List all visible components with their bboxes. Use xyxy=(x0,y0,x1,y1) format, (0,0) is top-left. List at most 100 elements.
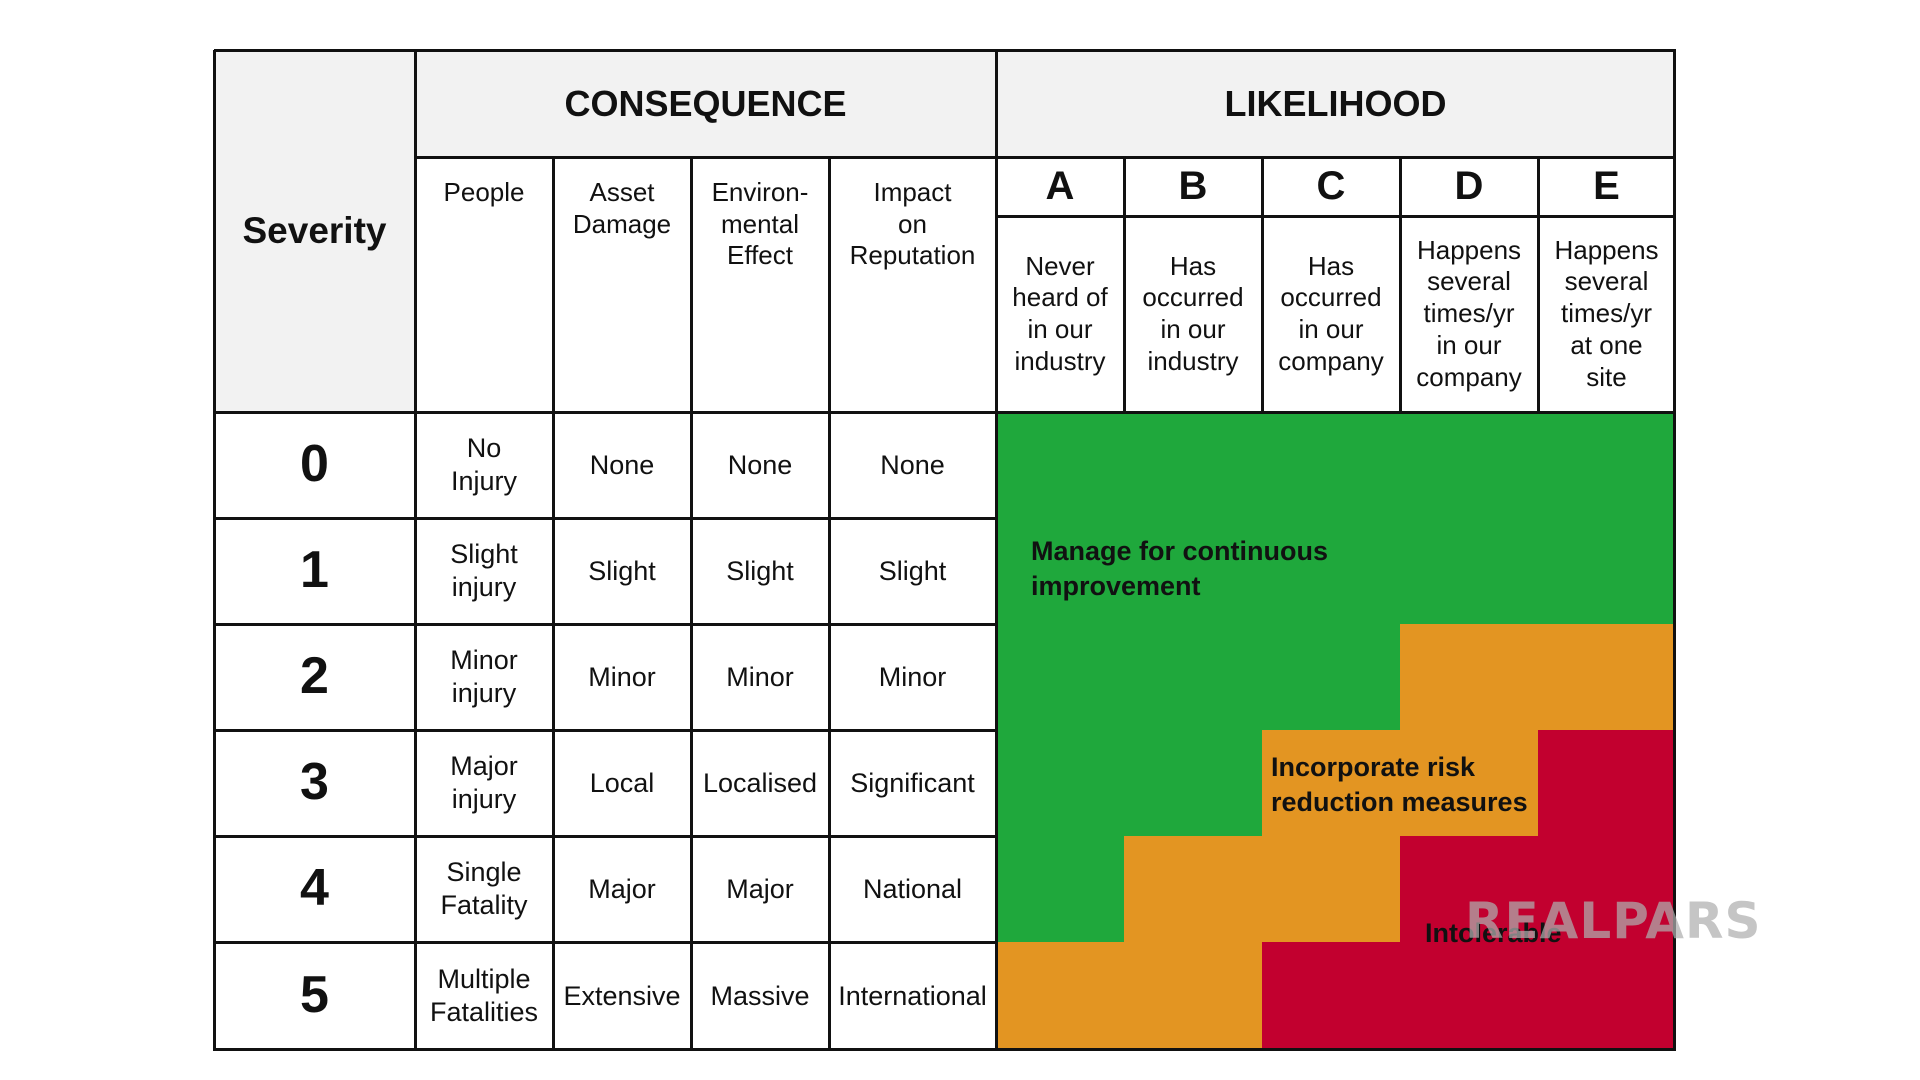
likelihood-letter: B xyxy=(1178,164,1208,209)
grid-line xyxy=(214,835,997,838)
likelihood-description: Has occurred in our company xyxy=(1278,250,1384,376)
grid-line xyxy=(1123,157,1126,413)
consequence-cell-asset: None xyxy=(589,449,655,480)
risk-zone-red xyxy=(1262,942,1401,1051)
consequence-cell-environment: Massive xyxy=(710,980,810,1011)
grid-line xyxy=(1673,50,1676,1051)
risk-zone-red xyxy=(1538,730,1676,837)
risk-zone-orange xyxy=(1262,730,1401,837)
consequence-cell-people: Minor injury xyxy=(450,645,518,708)
consequence-cell-asset: Local xyxy=(589,767,655,798)
likelihood-header: LIKELIHOOD xyxy=(996,50,1675,157)
severity-level: 5 xyxy=(300,966,329,1025)
consequence-cell-reputation: International xyxy=(838,980,987,1011)
risk-zone-green xyxy=(996,836,1125,943)
risk-zone-green xyxy=(1124,518,1263,625)
grid-line xyxy=(214,411,1676,414)
grid-line xyxy=(414,50,417,1051)
grid-line xyxy=(213,50,216,1051)
consequence-cell-reputation: Significant xyxy=(850,767,975,798)
grid-line xyxy=(690,157,693,1051)
zone-label-manage: Manage for continuous improvement xyxy=(1031,536,1328,602)
likelihood-description: Happens several times/yr at one site xyxy=(1554,234,1659,392)
consequence-cell-asset: Slight xyxy=(588,555,656,586)
consequence-cell-people: Single Fatality xyxy=(440,857,528,920)
risk-zone-red xyxy=(1400,942,1539,1051)
risk-zone-green xyxy=(996,412,1125,519)
grid-line xyxy=(1537,157,1540,413)
risk-zone-green xyxy=(996,730,1125,837)
risk-zone-green xyxy=(1262,412,1401,519)
likelihood-letter: A xyxy=(1045,164,1075,209)
risk-zone-green xyxy=(1400,412,1539,519)
severity-level: 0 xyxy=(300,435,329,494)
risk-zone-green xyxy=(1538,518,1676,625)
grid-line xyxy=(214,623,997,626)
consequence-cell-reputation: None xyxy=(880,449,945,480)
grid-line xyxy=(214,941,997,944)
consequence-cell-reputation: Minor xyxy=(878,661,947,692)
consequence-column-header: Environ- mental Effect xyxy=(711,177,809,271)
severity-level: 3 xyxy=(300,753,329,812)
risk-zone-green xyxy=(996,518,1125,625)
consequence-cell-asset: Major xyxy=(588,873,656,904)
consequence-cell-reputation: National xyxy=(862,873,963,904)
risk-zone-green xyxy=(1262,624,1401,731)
consequence-column-header: People xyxy=(443,177,525,207)
severity-level: 2 xyxy=(300,647,329,706)
consequence-cell-people: Slight injury xyxy=(450,539,518,602)
risk-zone-orange xyxy=(996,942,1125,1051)
grid-line xyxy=(214,49,1676,52)
zone-label-incorporate: Incorporate risk reduction measures xyxy=(1271,752,1528,818)
consequence-cell-people: Major injury xyxy=(450,751,518,814)
consequence-cell-people: No Injury xyxy=(450,433,518,496)
grid-line xyxy=(214,729,997,732)
risk-zone-orange xyxy=(1400,730,1539,837)
grid-line xyxy=(1261,157,1264,413)
grid-line xyxy=(828,157,831,1051)
risk-zone-red xyxy=(1538,836,1676,943)
risk-zone-green xyxy=(996,624,1125,731)
consequence-cell-environment: Slight xyxy=(726,555,794,586)
grid-line xyxy=(996,215,1676,218)
consequence-cell-environment: Localised xyxy=(702,767,818,798)
consequence-cell-asset: Extensive xyxy=(563,980,681,1011)
likelihood-description: Has occurred in our industry xyxy=(1142,250,1244,376)
consequence-cell-asset: Minor xyxy=(588,661,656,692)
consequence-column-header: Impact on Reputation xyxy=(849,177,976,271)
watermark-logo: REALPARS xyxy=(1465,892,1762,950)
risk-zone-orange xyxy=(1262,836,1401,943)
grid-line xyxy=(1399,157,1402,413)
zone-label-intolerable: Intolerable xyxy=(1425,918,1562,948)
risk-zone-green xyxy=(1124,624,1263,731)
consequence-cell-environment: Minor xyxy=(726,661,794,692)
risk-zone-green xyxy=(1262,518,1401,625)
likelihood-description: Happens several times/yr in our company xyxy=(1416,234,1522,392)
consequence-cell-reputation: Slight xyxy=(878,555,947,586)
grid-line xyxy=(552,157,555,1051)
risk-zone-orange xyxy=(1124,836,1263,943)
consequence-cell-environment: None xyxy=(727,449,793,480)
risk-zone-green xyxy=(1124,730,1263,837)
risk-zone-orange xyxy=(1400,624,1539,731)
risk-zone-orange xyxy=(1124,942,1263,1051)
risk-zone-green xyxy=(1538,412,1676,519)
consequence-column-header: Asset Damage xyxy=(572,177,672,239)
grid-line xyxy=(415,156,1676,159)
likelihood-letter: C xyxy=(1316,164,1346,209)
likelihood-letter: E xyxy=(1593,164,1620,209)
consequence-cell-environment: Major xyxy=(726,873,794,904)
risk-matrix: Severity CONSEQUENCE LIKELIHOOD People As… xyxy=(213,49,1676,1051)
severity-header: Severity xyxy=(214,50,415,412)
consequence-header: CONSEQUENCE xyxy=(415,50,996,157)
grid-line xyxy=(214,1048,1676,1051)
likelihood-description: Never heard of in our industry xyxy=(1012,250,1108,376)
grid-line xyxy=(214,517,997,520)
severity-level: 4 xyxy=(300,859,329,918)
risk-zone-red xyxy=(1538,942,1676,1051)
risk-zone-red xyxy=(1400,836,1539,943)
risk-zone-orange xyxy=(1538,624,1676,731)
likelihood-letter: D xyxy=(1454,164,1484,209)
risk-zone-green xyxy=(1124,412,1263,519)
consequence-cell-people: Multiple Fatalities xyxy=(429,964,539,1027)
